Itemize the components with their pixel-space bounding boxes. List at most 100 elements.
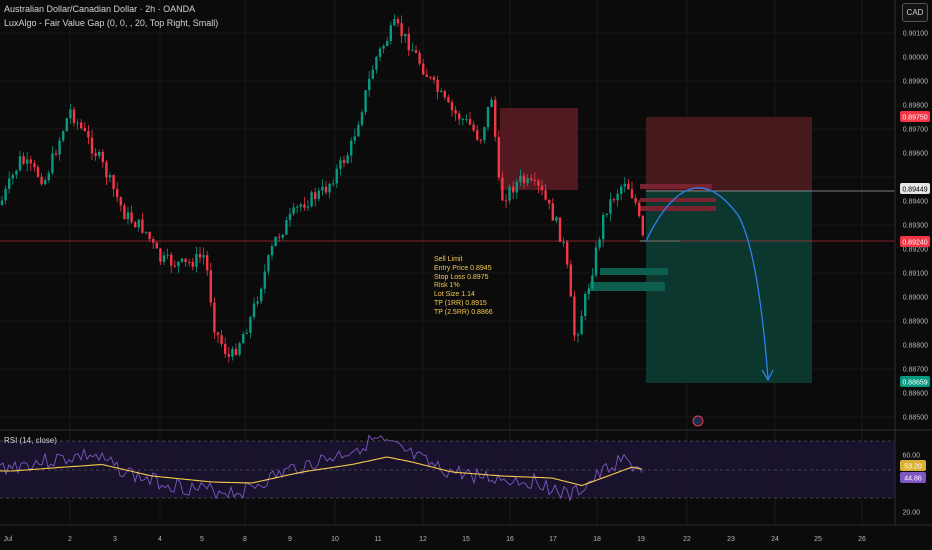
candle-body <box>213 302 216 333</box>
time-tick-label: 3 <box>113 536 117 543</box>
candle-body <box>36 167 40 177</box>
candle-body <box>76 122 79 124</box>
price-tick-label: 0.89200 <box>903 247 928 254</box>
indicator-label[interactable]: LuxAlgo - Fair Value Gap (0, 0, , 20, To… <box>4 18 219 28</box>
candle-body <box>54 153 58 155</box>
candle-body <box>533 179 536 181</box>
candle-body <box>94 153 97 157</box>
candle-body <box>468 118 472 125</box>
candle-body <box>382 45 385 49</box>
candle-body <box>587 288 590 295</box>
candle-body <box>476 130 479 140</box>
candle-body <box>584 294 587 316</box>
candle-body <box>591 275 594 289</box>
candle-body <box>126 212 130 220</box>
price-axis[interactable]: 0.90100 0.90000 0.89900 0.89800 0.89700 0.896… <box>903 31 928 422</box>
candle-body <box>216 332 220 336</box>
price-tick-label: 0.88500 <box>903 415 928 422</box>
candle-body <box>364 90 367 113</box>
trade-note[interactable]: Sell Limit Entry Price 0.8945 Stop Loss … <box>434 256 493 318</box>
rsi-axis[interactable]: 60.00 20.00 53.20 44.86 <box>900 453 926 517</box>
candle-body <box>450 102 454 111</box>
candle-body <box>371 69 374 79</box>
candle-body <box>26 159 29 164</box>
candle-body <box>562 241 565 243</box>
currency-button[interactable]: CAD <box>902 3 928 22</box>
candle-body <box>245 332 248 334</box>
candle-body <box>530 178 533 180</box>
candle-body <box>177 261 180 266</box>
candle-body <box>249 317 252 333</box>
rsi-tick-label: 20.00 <box>902 510 920 517</box>
trade-note-line: Entry Price 0.8945 <box>434 264 492 272</box>
candle-body <box>108 175 112 178</box>
candle-body <box>33 163 36 168</box>
candle-body <box>101 152 104 163</box>
candle-body <box>184 258 187 262</box>
candle-body <box>569 264 572 297</box>
price-tick-label: 0.89300 <box>903 223 928 230</box>
candle-body <box>69 109 72 119</box>
time-tick-label: 12 <box>419 536 427 543</box>
trade-note-line: TP (1RR) 0.8915 <box>434 299 487 307</box>
candle-body <box>206 255 209 271</box>
symbol-title[interactable]: Australian Dollar/Canadian Dollar · 2h ·… <box>4 4 196 14</box>
candle-body <box>407 33 410 51</box>
candle-body <box>393 19 396 26</box>
time-tick-label: 10 <box>331 536 339 543</box>
stop-loss-zone[interactable] <box>646 117 812 191</box>
candle-body <box>72 109 76 124</box>
candle-body <box>638 202 641 217</box>
candle-body <box>22 156 25 164</box>
candle-body <box>180 258 184 262</box>
candle-body <box>162 255 166 262</box>
time-tick-label: 9 <box>288 536 292 543</box>
time-axis[interactable]: Jul 2 3 4 5 8 9 10 11 12 15 16 17 18 19 22 23 24 25 26 <box>4 536 866 543</box>
take-profit-zone[interactable] <box>646 191 812 383</box>
rsi-tick-label: 60.00 <box>902 453 920 460</box>
candle-body <box>512 186 515 193</box>
price-tag: 0.89240 <box>900 236 930 247</box>
candle-body <box>321 186 324 191</box>
candle-body <box>44 180 47 185</box>
candle-body <box>198 253 202 258</box>
candle-body <box>137 219 140 228</box>
candle-body <box>440 91 443 93</box>
replay-icon[interactable] <box>692 415 704 427</box>
rsi-label[interactable]: RSI (14, close) <box>4 436 57 445</box>
candle-body <box>152 239 155 243</box>
time-tick-label: 17 <box>549 536 557 543</box>
candle-body <box>188 261 191 263</box>
candle-body <box>130 212 133 223</box>
candle-body <box>479 139 482 141</box>
candle-body <box>458 113 461 120</box>
candle-body <box>170 254 173 266</box>
candle-body <box>324 186 328 193</box>
trade-note-line: Stop Loss 0.8975 <box>434 273 489 281</box>
candle-body <box>346 155 349 164</box>
candle-body <box>508 186 511 201</box>
candle-body <box>414 50 418 53</box>
candle-body <box>425 74 428 77</box>
candle-body <box>220 335 223 344</box>
supply-zone[interactable] <box>500 108 578 190</box>
candle-body <box>436 79 439 92</box>
candle-body <box>173 265 176 267</box>
candle-body <box>598 239 601 248</box>
candle-body <box>90 137 94 154</box>
candle-body <box>544 190 547 200</box>
candle-body <box>296 206 299 208</box>
candle-body <box>548 199 551 204</box>
candle-body <box>576 334 580 336</box>
candle-body <box>368 78 371 91</box>
price-tick-label: 0.89000 <box>903 295 928 302</box>
candle-body <box>144 231 148 233</box>
candle-body <box>155 242 158 249</box>
time-tick-label: 19 <box>637 536 645 543</box>
price-tag-label: 0.89240 <box>902 240 927 247</box>
candle-body <box>18 156 22 171</box>
candle-body <box>443 91 446 98</box>
time-tick-label: 18 <box>593 536 601 543</box>
candle-body <box>288 213 292 221</box>
